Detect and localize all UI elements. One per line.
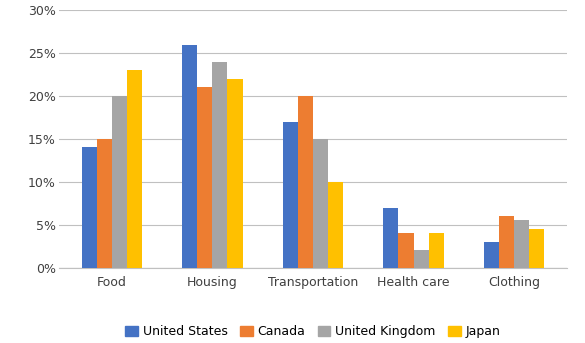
Bar	[484, 242, 499, 268]
Bar	[398, 233, 414, 268]
Bar	[228, 79, 243, 268]
Bar	[197, 87, 212, 268]
Bar	[283, 122, 298, 268]
Bar	[328, 182, 343, 268]
Bar	[127, 70, 142, 268]
Bar	[514, 221, 529, 268]
Legend: United States, Canada, United Kingdom, Japan: United States, Canada, United Kingdom, J…	[121, 320, 505, 343]
Bar	[499, 216, 514, 268]
Bar	[429, 233, 444, 268]
Bar	[529, 229, 544, 268]
Bar	[82, 147, 97, 268]
Bar	[97, 139, 112, 268]
Bar	[182, 45, 197, 268]
Bar	[298, 96, 313, 268]
Bar	[383, 208, 398, 268]
Bar	[313, 139, 328, 268]
Bar	[414, 250, 429, 268]
Bar	[112, 96, 127, 268]
Bar	[212, 62, 228, 268]
